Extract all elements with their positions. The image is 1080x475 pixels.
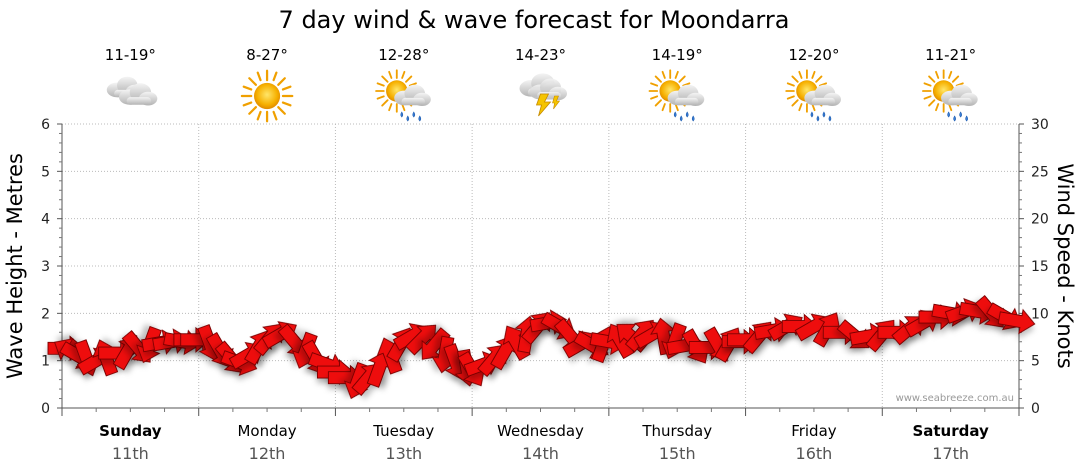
wind-arrows: [47, 295, 1036, 400]
day-name-label: Tuesday: [372, 422, 434, 440]
left-tick-label: 4: [41, 212, 50, 228]
day-labels: Sunday 11th Monday 12th Tuesday 13th Wednesday…: [61, 408, 1020, 463]
temperature-range: 14-19°: [652, 46, 703, 64]
left-tick-label: 5: [41, 164, 50, 180]
right-tick-label: 25: [1031, 164, 1049, 180]
sun-rain-icon: [375, 69, 431, 122]
sun-icon: [240, 69, 294, 123]
right-axis-title: Wind Speed - Knots: [1053, 163, 1077, 368]
day-date-label: 13th: [385, 444, 422, 463]
day-name-label: Friday: [791, 422, 837, 440]
day-name-label: Sunday: [99, 422, 162, 440]
right-tick-label: 30: [1031, 117, 1049, 133]
right-tick-label: 15: [1031, 259, 1049, 275]
left-tick-label: 1: [41, 354, 50, 370]
day-date-label: 17th: [932, 444, 969, 463]
left-tick-label: 6: [41, 117, 50, 133]
day-date-label: 15th: [659, 444, 696, 463]
thunderstorm-icon: [519, 73, 567, 117]
sun-rain-icon: [922, 69, 978, 122]
sun-rain-icon: [648, 69, 705, 122]
temperature-range: 11-19°: [105, 46, 156, 64]
temperature-range: 8-27°: [246, 46, 288, 64]
left-tick-label: 2: [41, 306, 50, 322]
day-date-label: 12th: [249, 444, 286, 463]
credit-text: www.seabreeze.com.au: [896, 393, 1014, 404]
right-tick-label: 20: [1031, 212, 1049, 228]
daily-weather-row: 11-19° 8-27° 12-28° 14-23° 14-19° 12-20° 11-21…: [105, 46, 978, 123]
temperature-range: 12-28°: [378, 46, 429, 64]
left-tick-label: 3: [41, 259, 50, 275]
day-name-label: Wednesday: [497, 422, 584, 440]
sun-rain-icon: [785, 69, 841, 122]
right-axis-ticks: 0 5 10 15 20 25 30: [1019, 117, 1049, 417]
left-axis-ticks: 0 1 2 3 4 5 6: [41, 117, 62, 417]
right-tick-label: 10: [1031, 306, 1049, 322]
wind-arrow: [421, 327, 451, 360]
temperature-range: 11-21°: [925, 46, 976, 64]
wind-arrow: [997, 308, 1036, 335]
right-tick-label: 0: [1031, 401, 1040, 417]
day-name-label: Thursday: [641, 422, 712, 440]
day-date-label: 14th: [522, 444, 559, 463]
day-name-label: Saturday: [912, 422, 989, 440]
left-tick-label: 0: [41, 401, 50, 417]
left-axis-title: Wave Height - Metres: [3, 153, 27, 379]
day-name-label: Monday: [237, 422, 296, 440]
day-date-label: 16th: [796, 444, 833, 463]
temperature-range: 14-23°: [515, 46, 566, 64]
chart-title: 7 day wind & wave forecast for Moondarra: [279, 6, 790, 34]
right-tick-label: 5: [1031, 354, 1040, 370]
plot-area: [61, 123, 1020, 409]
day-date-label: 11th: [112, 444, 149, 463]
cloud-icon: [106, 76, 158, 106]
temperature-range: 12-20°: [788, 46, 839, 64]
